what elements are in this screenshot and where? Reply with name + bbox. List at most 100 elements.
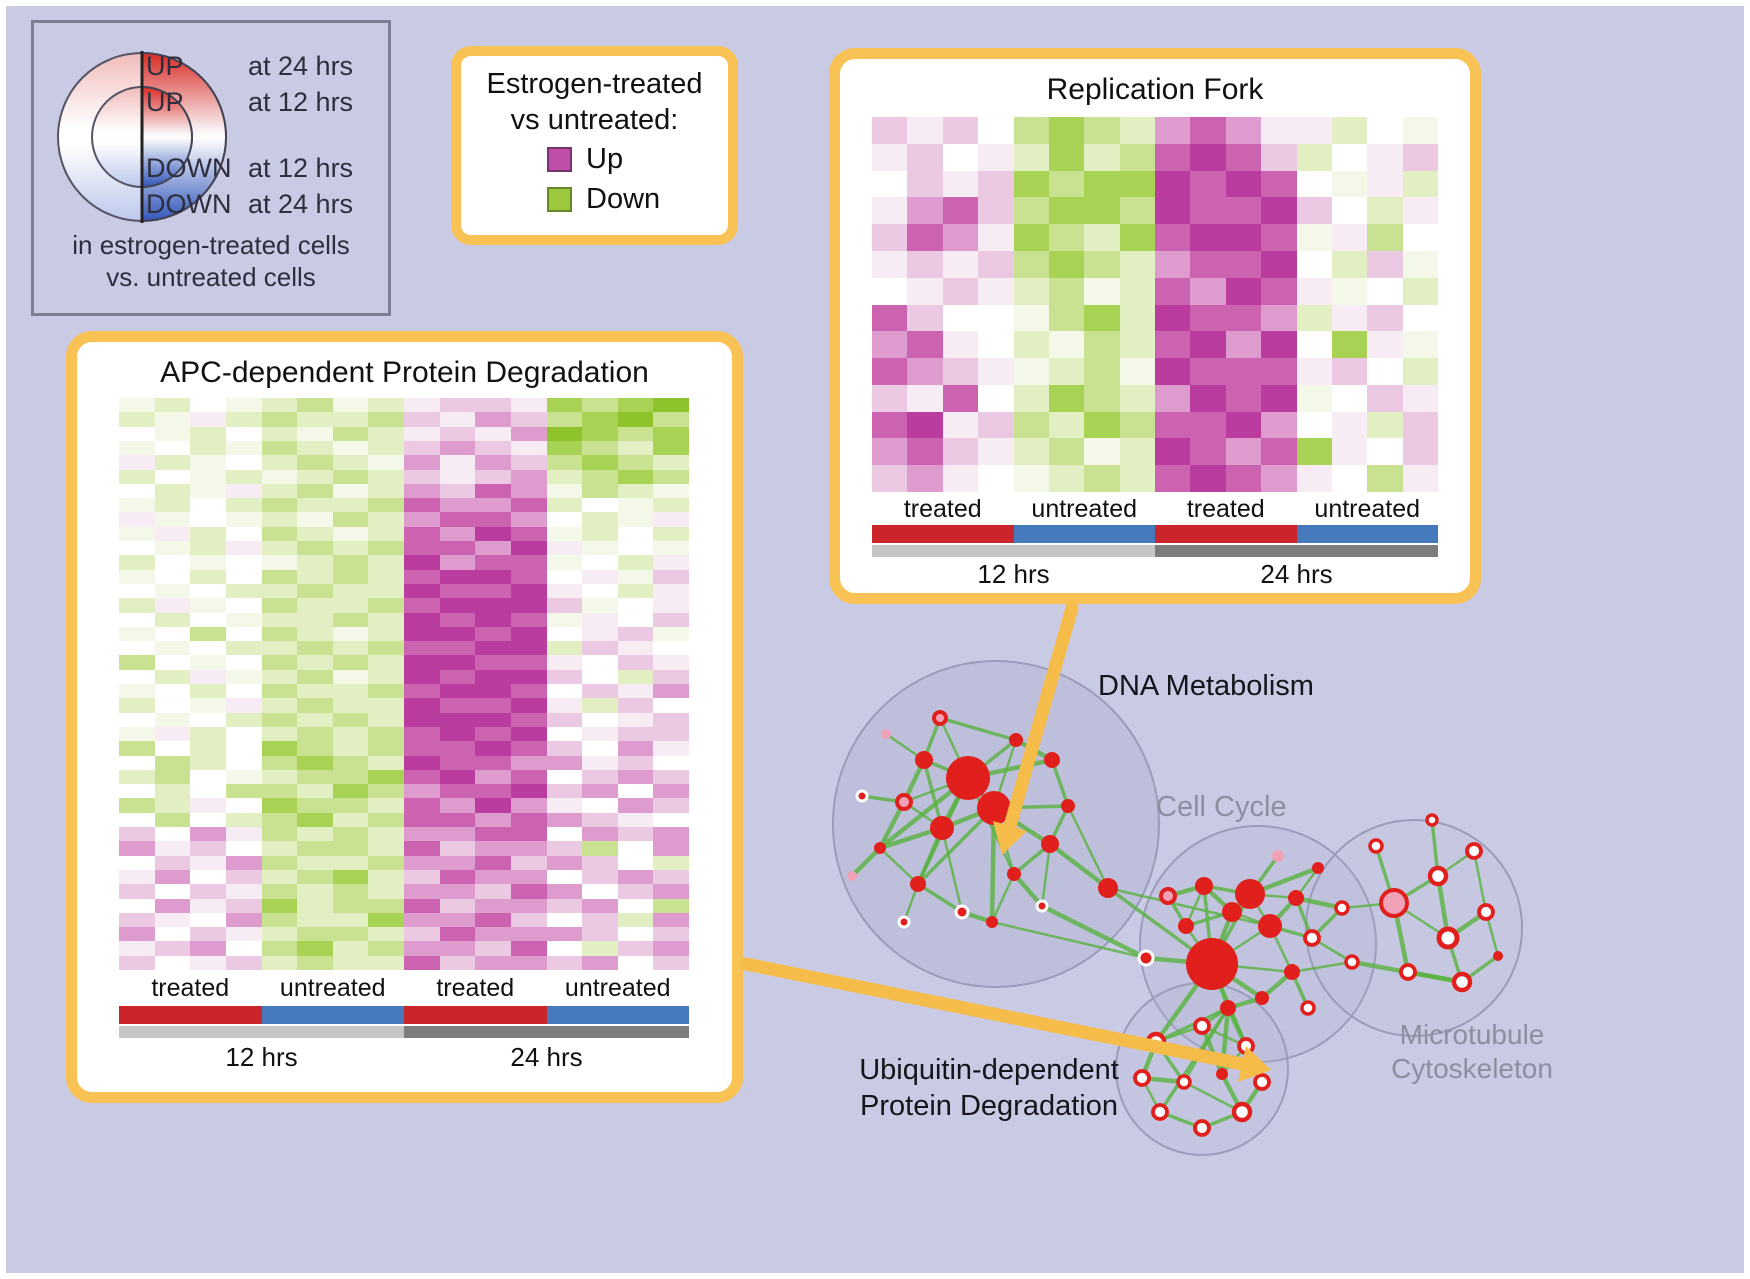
- heatmap-cell: [297, 769, 333, 785]
- heatmap-cell: [582, 884, 618, 899]
- heatmap-cell: [368, 626, 404, 642]
- heatmap-cell: [617, 927, 654, 942]
- replication-fork-condition-bars: [872, 525, 1438, 543]
- cluster-label-dna-metabolism: DNA Metabolism: [1098, 670, 1314, 702]
- group-label-untreated-24: untreated: [1314, 495, 1421, 523]
- heatmap-cell: [119, 741, 155, 756]
- updown-legend-box: UP at 24 hrs UP at 12 hrs DOWN at 12 hrs…: [31, 20, 391, 316]
- network-edge: [1392, 901, 1450, 940]
- heatmap-cell: [510, 555, 547, 570]
- heatmap-cell: [439, 555, 476, 570]
- heatmap-cell: [154, 741, 191, 756]
- heatmap-cell: [510, 941, 547, 956]
- heatmap-cell: [475, 498, 511, 513]
- heatmap-cell: [404, 641, 440, 656]
- heatmap-cell: [510, 641, 547, 656]
- heatmap-cell: [297, 869, 333, 885]
- heatmap-cell: [368, 841, 404, 856]
- heatmap-cell: [190, 898, 226, 913]
- heatmap-cell: [510, 483, 547, 499]
- cluster-label-ubiquitin-line1: Ubiquitin-dependent: [859, 1054, 1119, 1086]
- heatmap-cell: [261, 641, 298, 656]
- network-edge: [1293, 895, 1345, 911]
- heatmap-cell: [261, 655, 298, 670]
- heatmap-cell: [368, 812, 404, 827]
- untreated-bar: [261, 1006, 404, 1024]
- heatmap-cell: [368, 726, 404, 742]
- heatmap-cell: [872, 384, 908, 412]
- heatmap-cell: [617, 655, 654, 670]
- heatmap-cell: [582, 569, 618, 584]
- heatmap-cell: [653, 941, 689, 956]
- heatmap-cell: [510, 784, 547, 799]
- cluster-label-cell-cycle: Cell Cycle: [1156, 791, 1287, 823]
- flow-arrow-head: [1238, 1046, 1271, 1082]
- heatmap-cell: [1084, 117, 1120, 144]
- heatmap-cell: [510, 541, 547, 556]
- heatmap-cell: [368, 798, 404, 813]
- heatmap-cell: [978, 170, 1014, 198]
- network-node: [1334, 900, 1350, 916]
- network-edge: [884, 732, 926, 762]
- bar-24hrs: [404, 1026, 689, 1038]
- heatmap-cell: [368, 440, 404, 456]
- heatmap-cell: [368, 927, 404, 942]
- heatmap-cell: [546, 784, 583, 799]
- heatmap-cell: [1402, 197, 1438, 225]
- heatmap-cell: [582, 641, 618, 656]
- heatmap-cell: [653, 712, 689, 727]
- heatmap-cell: [225, 955, 262, 970]
- heatmap-cell: [1084, 358, 1120, 385]
- heatmap-cell: [1261, 358, 1297, 385]
- heatmap-cell: [582, 755, 618, 770]
- heatmap-cell: [439, 798, 476, 813]
- heatmap-cell: [1155, 117, 1191, 144]
- heatmap-cell: [119, 598, 155, 613]
- heatmap-cell: [190, 955, 226, 970]
- heatmap-cell: [404, 655, 440, 670]
- heatmap-cell: [404, 426, 440, 441]
- heatmap-cell: [475, 912, 511, 928]
- network-edge: [1184, 884, 1206, 928]
- heatmap-cell: [510, 855, 547, 870]
- heatmap-cell: [582, 955, 618, 970]
- heatmap-cell: [1190, 197, 1226, 225]
- heatmap-cell: [475, 426, 511, 441]
- heatmap-cell: [1155, 438, 1191, 466]
- apc-panel: APC-dependent Protein Degradation treate…: [66, 331, 743, 1103]
- heatmap-cell: [617, 483, 654, 499]
- heatmap-cell: [1013, 197, 1049, 225]
- heatmap-cell: [368, 541, 404, 556]
- heatmap-cell: [439, 612, 476, 627]
- heatmap-cell: [653, 598, 689, 613]
- heatmap-cell: [154, 541, 191, 556]
- heatmap-cell: [475, 655, 511, 670]
- network-edge: [939, 805, 997, 831]
- heatmap-cell: [475, 469, 511, 484]
- heatmap-cell: [582, 855, 618, 870]
- heatmap-cell: [653, 626, 689, 642]
- heatmap-cell: [119, 784, 155, 799]
- heatmap-cell: [190, 941, 226, 956]
- heatmap-cell: [1225, 438, 1262, 466]
- heatmap-cell: [582, 412, 618, 427]
- network-node: [1231, 1101, 1253, 1123]
- heatmap-cell: [404, 483, 440, 499]
- heatmap-cell: [617, 784, 654, 799]
- down-color-swatch: [547, 186, 572, 212]
- heatmap-cell: [439, 469, 476, 484]
- heatmap-cell: [546, 440, 583, 456]
- network-edge: [938, 716, 970, 780]
- heatmap-cell: [261, 827, 298, 842]
- heatmap-cell: [546, 469, 583, 484]
- network-node: [1477, 903, 1495, 921]
- heatmap-cell: [1367, 331, 1403, 359]
- heatmap-cell: [907, 170, 943, 198]
- network-edge: [938, 716, 1018, 742]
- heatmap-cell: [653, 912, 689, 928]
- heatmap-cell: [546, 583, 583, 599]
- network-edge: [1182, 1006, 1230, 1084]
- heatmap-cell: [872, 331, 908, 359]
- heatmap-cell: [404, 555, 440, 570]
